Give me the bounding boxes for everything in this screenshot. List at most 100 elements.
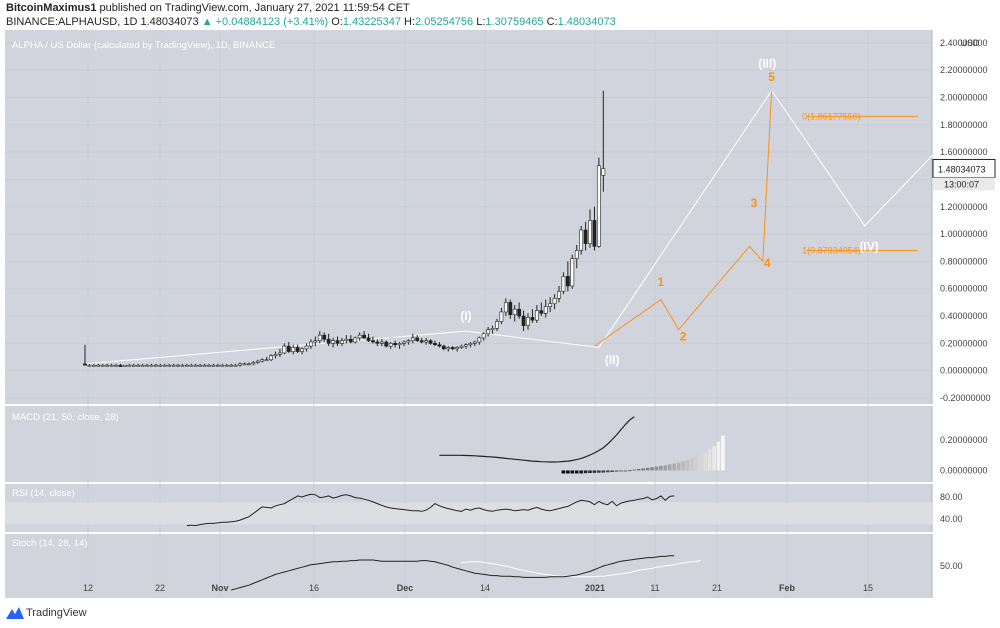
- candle-body: [184, 364, 189, 367]
- candle-body: [145, 364, 149, 367]
- candle-body: [592, 220, 597, 247]
- candle-body: [91, 364, 96, 367]
- wave-label: 3: [751, 196, 758, 210]
- candle-body: [122, 364, 127, 367]
- time-tick-label: 2021: [585, 583, 605, 593]
- macd-hist-bar: [676, 462, 681, 471]
- tradingview-brand[interactable]: TradingView: [26, 607, 87, 619]
- macd-hist-bar: [667, 464, 672, 471]
- macd-hist-bar: [561, 470, 566, 474]
- macd-hist-bar: [645, 467, 650, 471]
- macd-tick-label: 0.00000000: [940, 465, 988, 475]
- high-label: H:: [404, 16, 416, 28]
- stoch-title: Stoch (14, 28, 14): [12, 538, 88, 549]
- candle-body: [242, 363, 247, 366]
- candle-body: [397, 343, 402, 346]
- candle-body: [105, 364, 110, 367]
- candle-body: [224, 364, 229, 367]
- footer: TradingView: [0, 598, 1000, 628]
- candle-body: [313, 340, 318, 343]
- chart-area[interactable]: 2.40000000 2.20000000 2.00000000 1.80000000…: [0, 30, 1000, 598]
- candle-body: [295, 347, 300, 352]
- price-tick-label: 0.00000000: [940, 366, 988, 376]
- wave-label: (IV): [859, 239, 878, 253]
- candle-body: [353, 337, 358, 343]
- candle-body: [309, 341, 313, 347]
- candle-body: [530, 317, 535, 321]
- time-tick-label: 11: [650, 583, 659, 593]
- candle-body: [419, 340, 424, 343]
- macd-hist-bar: [566, 470, 570, 474]
- candle-body: [114, 364, 118, 367]
- candle-body: [180, 364, 185, 367]
- candle-body: [459, 345, 464, 348]
- candle-body: [109, 364, 114, 367]
- fib-level-label: 0(1.86177556): [802, 111, 861, 121]
- stoch-tick-label: 50.00: [940, 561, 963, 571]
- candle-body: [508, 302, 513, 315]
- chart-header: BitcoinMaximus1 published on TradingView…: [0, 0, 1000, 30]
- rsi-band: [5, 502, 932, 525]
- time-tick-label: Dec: [397, 583, 414, 593]
- candle-body: [273, 353, 278, 356]
- price-tick-label: 1.60000000: [940, 147, 988, 157]
- candle-body: [335, 340, 340, 344]
- time-tick-label: 16: [309, 583, 319, 593]
- macd-title: MACD (21, 50, close, 28): [12, 412, 119, 423]
- candle-body: [455, 347, 460, 350]
- candle-body: [326, 338, 331, 344]
- candle-body: [282, 345, 287, 354]
- candle-body: [247, 363, 251, 366]
- candle-body: [601, 168, 606, 176]
- candle-body: [495, 321, 499, 329]
- macd-histogram: [561, 435, 725, 474]
- candle-body: [87, 364, 92, 367]
- fib-level-label: 1(0.87934054): [802, 246, 861, 256]
- candle-body: [583, 229, 588, 244]
- price-tick-label: 2.20000000: [940, 65, 988, 75]
- candle-body: [348, 338, 353, 343]
- macd-hist-bar: [703, 452, 707, 471]
- candle-body: [158, 364, 163, 367]
- candle-body: [579, 229, 584, 251]
- time-tick-label: Feb: [779, 583, 796, 593]
- price-tick-label: 2.00000000: [940, 92, 988, 102]
- macd-hist-bar: [579, 470, 583, 474]
- candle-body: [543, 306, 548, 314]
- macd-hist-bar: [707, 449, 712, 471]
- candle-body: [402, 341, 406, 344]
- candle-body: [406, 340, 411, 343]
- time-tick-label: 21: [712, 583, 722, 593]
- candle-body: [565, 276, 570, 287]
- macd-hist-bar: [610, 470, 614, 472]
- tradingview-logo-icon[interactable]: [6, 606, 24, 620]
- candles: [83, 90, 606, 367]
- candle-body: [539, 310, 544, 314]
- candle-body: [140, 364, 145, 367]
- candle-body: [83, 363, 87, 366]
- candle-body: [371, 340, 375, 343]
- candle-body: [464, 344, 468, 347]
- wave-label: 2: [680, 330, 687, 344]
- candle-body: [260, 359, 265, 362]
- candle-body: [149, 364, 154, 367]
- axis-bg-3: [932, 534, 1000, 598]
- candle-body: [220, 364, 225, 367]
- candle-body: [176, 364, 180, 367]
- candle-body: [588, 220, 592, 244]
- axis-unit-label: USD: [960, 38, 980, 48]
- candle-body: [521, 315, 526, 326]
- price-tick-label: 0.20000000: [940, 338, 988, 348]
- macd-hist-bar: [628, 470, 632, 472]
- price-tick-label: 2.40000000: [940, 38, 988, 48]
- candle-body: [477, 337, 482, 343]
- candle-body: [207, 364, 211, 367]
- macd-hist-bar: [698, 454, 703, 471]
- author-name[interactable]: BitcoinMaximus1: [6, 2, 97, 14]
- macd-hist-bar: [654, 466, 659, 471]
- candle-body: [193, 364, 198, 367]
- publish-line: BitcoinMaximus1 published on TradingView…: [6, 2, 410, 14]
- macd-hist-bar: [592, 470, 597, 473]
- rsi-tick-label: 40.00: [940, 514, 963, 524]
- time-tick-label: 14: [480, 583, 490, 593]
